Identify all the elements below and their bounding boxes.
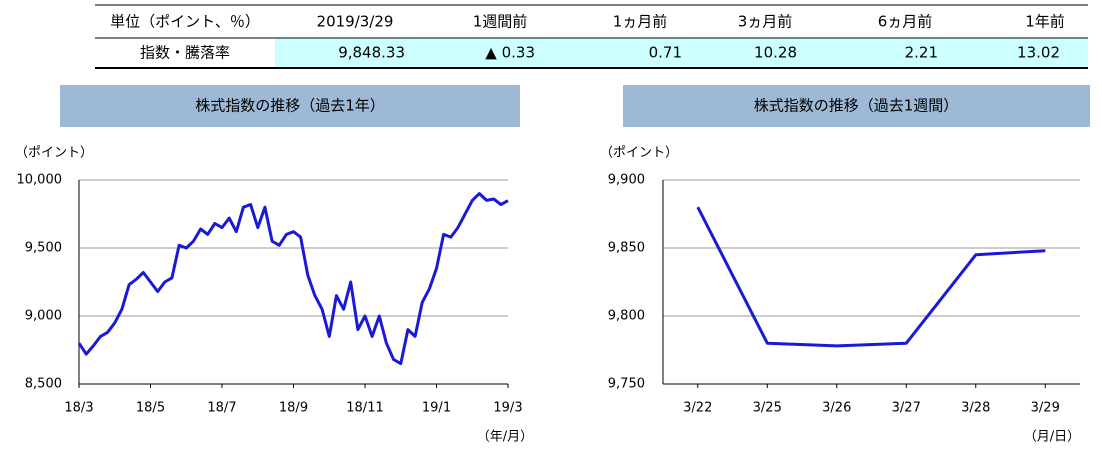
x-tick-label: 3/25 [753, 401, 782, 416]
title-box [623, 85, 1090, 127]
y-tick-label: 9,750 [608, 377, 645, 392]
x-tick-label: 18/5 [136, 401, 165, 416]
chart-title: 株式指数の推移（過去1週間） [754, 97, 959, 115]
x-tick-label: 19/3 [493, 401, 522, 416]
x-axis-label: （月/日） [1024, 430, 1080, 445]
table-header: 6ヵ月前 [878, 13, 933, 31]
table-cell: 0.71 [649, 44, 682, 62]
x-tick-label: 18/11 [346, 401, 383, 416]
chart-title: 株式指数の推移（過去1年） [195, 97, 385, 115]
table-cell: 10.28 [754, 44, 797, 62]
table-cell: ▲ 0.33 [485, 44, 535, 62]
x-tick-label: 19/1 [422, 401, 451, 416]
table-header: 1ヵ月前 [613, 13, 668, 31]
table-header: 1週間前 [473, 13, 528, 31]
table-header: 3ヵ月前 [738, 13, 793, 31]
x-axis-label: （年/月） [477, 430, 533, 445]
line-series [696, 206, 1046, 348]
x-tick-label: 18/7 [207, 401, 236, 416]
x-tick-label: 3/29 [1031, 401, 1060, 416]
x-tick-label: 18/9 [279, 401, 308, 416]
table-cell: 指数・騰落率 [140, 44, 230, 62]
table-highlight [275, 38, 1088, 68]
y-tick-label: 9,800 [608, 309, 645, 324]
y-axis-label: （ポイント） [600, 146, 678, 161]
y-tick-label: 9,500 [25, 241, 62, 256]
x-tick-label: 3/27 [892, 401, 921, 416]
y-tick-label: 8,500 [25, 377, 62, 392]
x-tick-label: 3/28 [961, 401, 990, 416]
y-tick-label: 9,850 [608, 241, 645, 256]
table-cell: 9,848.33 [338, 44, 405, 62]
x-tick-label: 3/26 [822, 401, 851, 416]
line-series [77, 192, 509, 366]
x-tick-label: 3/22 [683, 401, 712, 416]
table-header: 1年前 [1025, 13, 1065, 31]
y-axis-label: （ポイント） [15, 146, 93, 161]
table-header: 単位（ポイント、％） [110, 13, 260, 31]
y-tick-label: 10,000 [17, 173, 63, 188]
y-tick-label: 9,900 [608, 173, 645, 188]
table-cell: 2.21 [905, 44, 938, 62]
title-box [60, 85, 520, 127]
y-tick-label: 9,000 [25, 309, 62, 324]
table-cell: 13.02 [1017, 44, 1060, 62]
table-header: 2019/3/29 [317, 13, 394, 31]
x-tick-label: 18/3 [64, 401, 93, 416]
